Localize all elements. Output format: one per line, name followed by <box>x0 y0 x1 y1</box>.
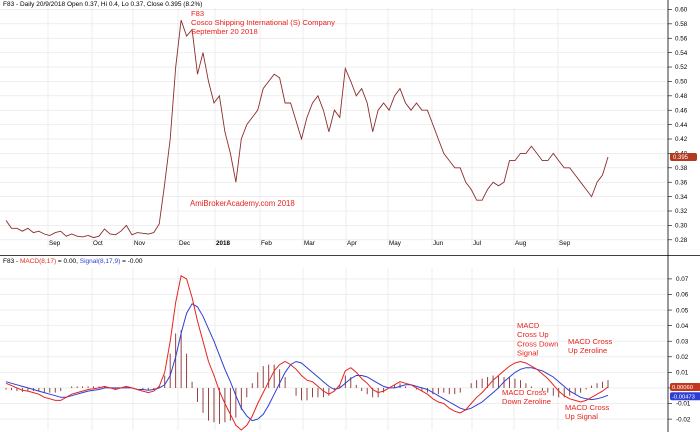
annotation-4-line: MACD Cross <box>565 403 610 412</box>
price-y-tick-label: 0.56 <box>675 35 688 42</box>
macd-header-macd-label: MACD(8,17) <box>19 258 57 265</box>
annotation-3-line: Down Zeroline <box>502 397 551 406</box>
price-y-tick-label: 0.50 <box>675 79 688 86</box>
price-last-value-badge <box>670 153 697 162</box>
price-x-tick-label: 2018 <box>216 240 231 247</box>
price-x-tick-label: Apr <box>347 240 357 247</box>
price-x-tick-label: Feb <box>261 240 272 247</box>
annotation-1-line: Cross Down <box>517 339 558 348</box>
macd-y-tick-label: 0.06 <box>676 292 689 299</box>
macd-value-badge <box>670 383 700 392</box>
annotation-2-line: MACD Cross <box>568 337 613 346</box>
price-y-tick-label: 0.30 <box>675 223 688 230</box>
price-x-tick-label: Aug <box>515 240 527 247</box>
price-y-tick-label: 0.34 <box>675 194 688 201</box>
macd-y-tick-label: -0.01 <box>676 401 691 408</box>
price-y-tick-label: 0.48 <box>675 93 688 100</box>
price-x-tick-label: Sep <box>559 240 571 247</box>
chart-title-line-3: September 20 2018 <box>191 27 258 36</box>
annotation-1-line: Signal <box>517 349 538 358</box>
annotation-2-line: Up Zeroline <box>568 346 607 355</box>
price-x-tick-label: Jul <box>473 240 481 247</box>
price-y-tick-label: 0.54 <box>675 50 688 57</box>
price-y-tick-label: 0.28 <box>675 237 688 244</box>
price-x-tick-label: Jun <box>433 240 444 247</box>
macd-header-suffix: = -0.00 <box>120 258 143 265</box>
macd-header-mid: = 0.00, <box>56 258 80 265</box>
macd-y-tick-label: 0.05 <box>676 307 689 314</box>
signal-value-text: -0.00473 <box>672 394 695 400</box>
price-x-tick-label: Nov <box>134 240 146 247</box>
macd-header-signal-label: Signal(8,17,9) <box>79 258 121 265</box>
macd-y-tick-label: 0.07 <box>676 276 689 283</box>
price-y-tick-label: 0.58 <box>675 21 688 28</box>
annotation-3-line: MACD Cross <box>502 388 547 397</box>
macd-header-prefix: F83 - <box>3 258 20 265</box>
chart-title-line-2: Cosco Shipping International (S) Company <box>191 18 335 27</box>
price-x-tick-label: Oct <box>93 240 103 247</box>
price-y-tick-label: 0.44 <box>675 122 688 129</box>
macd-panel-header: F83 - MACD(8,17) = 0.00, Signal(8,17,9) … <box>3 258 143 265</box>
price-x-tick-label: Dec <box>179 240 190 247</box>
macd-y-tick-label: -0.02 <box>676 416 691 423</box>
annotation-1-line: MACD <box>517 321 540 330</box>
price-chart: 0.280.300.320.340.360.380.400.420.440.46… <box>0 0 700 256</box>
price-series-line <box>5 20 609 239</box>
price-x-tick-label: May <box>389 240 402 247</box>
annotation-1-line: Cross Up <box>517 330 549 339</box>
price-y-tick-label: 0.52 <box>675 64 688 71</box>
macd-series-line <box>5 275 609 431</box>
macd-chart: -0.02-0.0100.010.020.030.040.050.060.070… <box>0 256 700 432</box>
price-y-tick-label: 0.32 <box>675 208 688 215</box>
signal-series-line <box>5 303 609 422</box>
watermark-text: AmiBrokerAcademy.com 2018 <box>190 199 295 208</box>
macd-y-tick-label: 0.01 <box>676 370 689 377</box>
macd-y-tick-label: 0.03 <box>676 338 689 345</box>
chart-title-line-1: F83 <box>191 9 204 18</box>
price-x-tick-label: Mar <box>304 240 315 247</box>
price-y-tick-label: 0.46 <box>675 107 688 114</box>
signal-value-badge <box>670 392 700 401</box>
price-y-tick-label: 0.36 <box>675 179 688 186</box>
price-panel-header: F83 - Daily 20/9/2018 Open 0.37, Hi 0.4,… <box>3 1 203 8</box>
macd-value-text: 0.00060 <box>672 385 693 391</box>
price-y-tick-label: 0.60 <box>675 7 688 14</box>
price-y-tick-label: 0.42 <box>675 136 688 143</box>
macd-y-tick-label: 0.02 <box>676 354 689 361</box>
macd-y-tick-label: 0.04 <box>676 323 689 330</box>
price-last-value-text: 0.395 <box>673 155 689 161</box>
price-x-tick-label: Sep <box>49 240 61 247</box>
annotation-4-line: Up Signal <box>565 412 598 421</box>
price-y-tick-label: 0.38 <box>675 165 688 172</box>
